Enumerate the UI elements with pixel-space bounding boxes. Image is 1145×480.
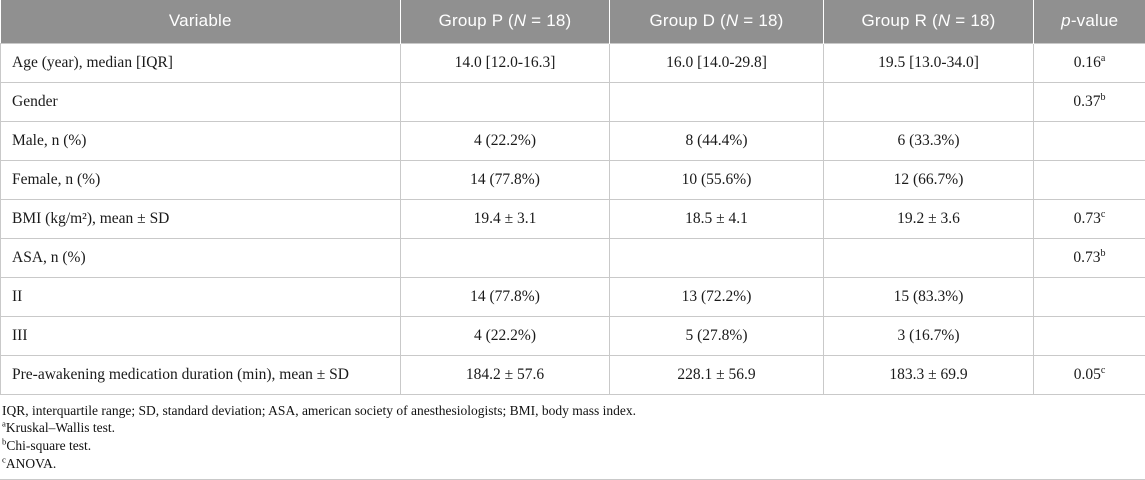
cell-group-d: 18.5 ± 4.1: [610, 199, 824, 238]
table-body: Age (year), median [IQR] 14.0 [12.0-16.3…: [1, 43, 1145, 394]
cell-variable: Age (year), median [IQR]: [1, 43, 401, 82]
cell-group-d: 5 (27.8%): [610, 316, 824, 355]
cell-pvalue: [1034, 277, 1145, 316]
cell-variable: Male, n (%): [1, 121, 401, 160]
footnote-b: bChi-square test.: [2, 437, 1143, 455]
table-row: Age (year), median [IQR] 14.0 [12.0-16.3…: [1, 43, 1145, 82]
cell-group-r: 183.3 ± 69.9: [824, 355, 1034, 394]
footnote-a: aKruskal–Wallis test.: [2, 419, 1143, 437]
cell-group-d: [610, 238, 824, 277]
cell-group-d: [610, 82, 824, 121]
cell-group-r: 3 (16.7%): [824, 316, 1034, 355]
cell-group-d: 8 (44.4%): [610, 121, 824, 160]
cell-pvalue: [1034, 160, 1145, 199]
cell-group-p: 19.4 ± 3.1: [401, 199, 610, 238]
cell-group-p: [401, 238, 610, 277]
table-row: Pre-awakening medication duration (min),…: [1, 355, 1145, 394]
footnote-c: cANOVA.: [2, 455, 1143, 473]
cell-group-p: [401, 82, 610, 121]
header-variable: Variable: [1, 0, 401, 43]
cell-group-r: 6 (33.3%): [824, 121, 1034, 160]
cell-group-r: 19.2 ± 3.6: [824, 199, 1034, 238]
cell-variable: II: [1, 277, 401, 316]
cell-pvalue: 0.05c: [1034, 355, 1145, 394]
cell-group-d: 13 (72.2%): [610, 277, 824, 316]
pvalue-superscript: c: [1101, 364, 1105, 375]
cell-pvalue: 0.16a: [1034, 43, 1145, 82]
cell-group-d: 228.1 ± 56.9: [610, 355, 824, 394]
cell-pvalue: [1034, 316, 1145, 355]
cell-pvalue: 0.73c: [1034, 199, 1145, 238]
table-row: ASA, n (%) 0.73b: [1, 238, 1145, 277]
cell-group-p: 14 (77.8%): [401, 277, 610, 316]
n-italic: N: [726, 11, 738, 30]
header-group-r: Group R (N = 18): [824, 0, 1034, 43]
cell-group-d: 10 (55.6%): [610, 160, 824, 199]
pvalue-superscript: b: [1101, 247, 1106, 258]
cell-group-r: 12 (66.7%): [824, 160, 1034, 199]
pvalue-superscript: b: [1101, 91, 1106, 102]
data-table: Variable Group P (N = 18) Group D (N = 1…: [0, 0, 1145, 395]
pvalue-superscript: a: [1101, 52, 1105, 63]
cell-variable: Pre-awakening medication duration (min),…: [1, 355, 401, 394]
cell-group-p: 14.0 [12.0-16.3]: [401, 43, 610, 82]
table-header: Variable Group P (N = 18) Group D (N = 1…: [1, 0, 1145, 43]
cell-group-p: 4 (22.2%): [401, 316, 610, 355]
n-italic: N: [938, 11, 950, 30]
header-row: Variable Group P (N = 18) Group D (N = 1…: [1, 0, 1145, 43]
table-row: BMI (kg/m²), mean ± SD 19.4 ± 3.1 18.5 ±…: [1, 199, 1145, 238]
table-row: II 14 (77.8%) 13 (72.2%) 15 (83.3%): [1, 277, 1145, 316]
table-footnotes: IQR, interquartile range; SD, standard d…: [0, 395, 1145, 473]
n-italic: N: [514, 11, 526, 30]
table-row: Gender 0.37b: [1, 82, 1145, 121]
cell-variable: BMI (kg/m²), mean ± SD: [1, 199, 401, 238]
cell-group-p: 4 (22.2%): [401, 121, 610, 160]
cell-variable: III: [1, 316, 401, 355]
header-group-p: Group P (N = 18): [401, 0, 610, 43]
cell-pvalue: 0.37b: [1034, 82, 1145, 121]
cell-group-p: 184.2 ± 57.6: [401, 355, 610, 394]
pvalue-superscript: c: [1101, 208, 1105, 219]
cell-group-r: [824, 82, 1034, 121]
header-group-d: Group D (N = 18): [610, 0, 824, 43]
p-italic: p: [1061, 11, 1071, 30]
table-row: Male, n (%) 4 (22.2%) 8 (44.4%) 6 (33.3%…: [1, 121, 1145, 160]
cell-group-r: 19.5 [13.0-34.0]: [824, 43, 1034, 82]
cell-variable: Female, n (%): [1, 160, 401, 199]
cell-group-p: 14 (77.8%): [401, 160, 610, 199]
cell-group-d: 16.0 [14.0-29.8]: [610, 43, 824, 82]
cell-variable: Gender: [1, 82, 401, 121]
cell-variable: ASA, n (%): [1, 238, 401, 277]
cell-group-r: [824, 238, 1034, 277]
cell-group-r: 15 (83.3%): [824, 277, 1034, 316]
table-row: III 4 (22.2%) 5 (27.8%) 3 (16.7%): [1, 316, 1145, 355]
table-row: Female, n (%) 14 (77.8%) 10 (55.6%) 12 (…: [1, 160, 1145, 199]
footnote-abbreviations: IQR, interquartile range; SD, standard d…: [2, 402, 1143, 420]
cell-pvalue: [1034, 121, 1145, 160]
header-pvalue: p-value: [1034, 0, 1145, 43]
cell-pvalue: 0.73b: [1034, 238, 1145, 277]
